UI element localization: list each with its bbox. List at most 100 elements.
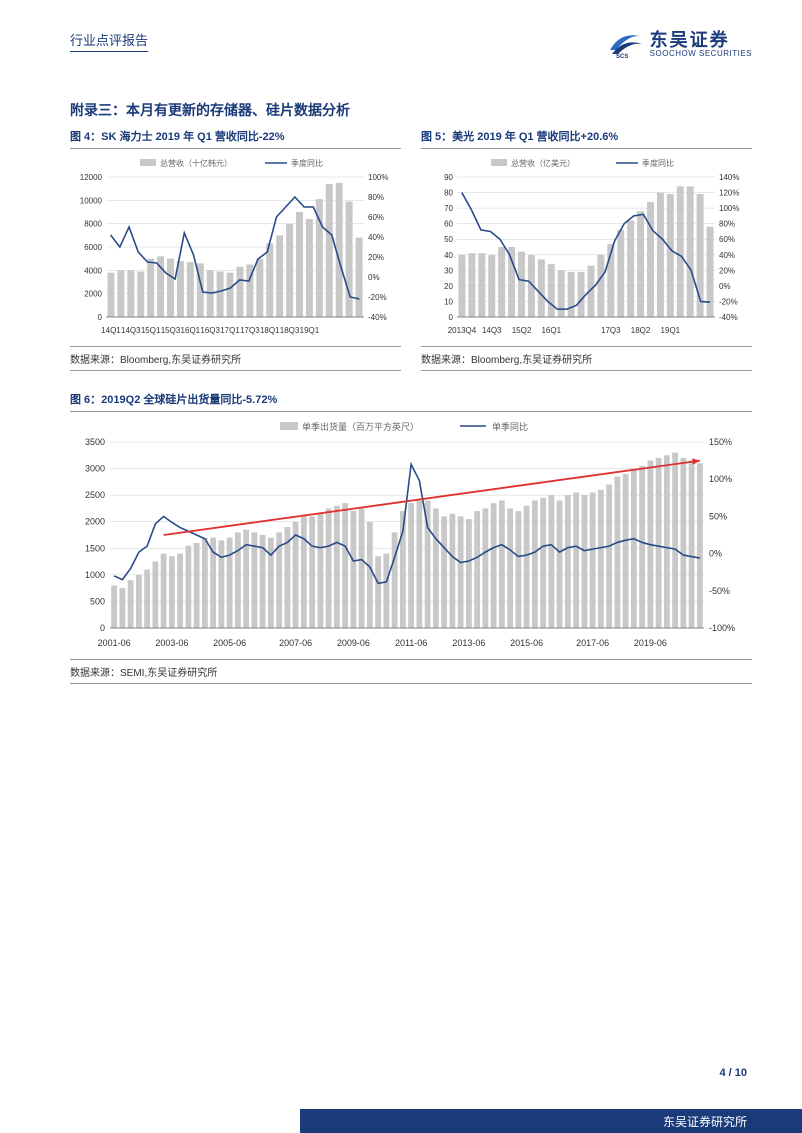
svg-text:4000: 4000 — [84, 266, 102, 275]
page-number: 4 / 10 — [0, 1067, 802, 1109]
svg-text:100%: 100% — [719, 204, 739, 213]
svg-text:18Q3: 18Q3 — [280, 326, 300, 335]
svg-text:10: 10 — [444, 297, 453, 306]
svg-text:60%: 60% — [368, 213, 384, 222]
svg-text:2005-06: 2005-06 — [213, 638, 246, 648]
svg-text:17Q3: 17Q3 — [601, 326, 621, 335]
chart-6-source: 数据来源：SEMI,东吴证券研究所 — [70, 660, 752, 684]
svg-text:19Q1: 19Q1 — [300, 326, 320, 335]
svg-text:2003-06: 2003-06 — [155, 638, 188, 648]
svg-text:17Q3: 17Q3 — [240, 326, 260, 335]
chart-4-svg: 总营收（十亿韩元）季度同比020004000600080001000012000… — [70, 151, 400, 341]
brand-logo: SCS 东吴证券 SOOCHOW SECURITIES — [606, 30, 752, 60]
svg-text:1000: 1000 — [85, 570, 105, 580]
chart-5-source: 数据来源：Bloomberg,东吴证券研究所 — [421, 347, 752, 371]
svg-text:10000: 10000 — [80, 196, 103, 205]
svg-text:3500: 3500 — [85, 437, 105, 447]
chart-5-block: 图 5：美光 2019 年 Q1 营收同比+20.6% 总营收（亿美元） 季度同比… — [421, 128, 752, 371]
chart-5-svg: 总营收（亿美元）季度同比0102030405060708090-40%-20%0… — [421, 151, 751, 341]
page-header: 行业点评报告 SCS 东吴证券 SOOCHOW SECURITIES — [70, 30, 752, 60]
svg-text:2000: 2000 — [84, 290, 102, 299]
svg-text:0: 0 — [100, 623, 105, 633]
svg-text:-40%: -40% — [368, 313, 387, 322]
svg-text:19Q1: 19Q1 — [661, 326, 681, 335]
svg-text:3000: 3000 — [85, 464, 105, 474]
logo-icon: SCS — [606, 30, 644, 60]
svg-text:1500: 1500 — [85, 543, 105, 553]
svg-text:20%: 20% — [719, 266, 735, 275]
svg-text:2007-06: 2007-06 — [279, 638, 312, 648]
footer-org: 东吴证券研究所 — [300, 1109, 802, 1133]
svg-text:40%: 40% — [368, 233, 384, 242]
chart-4-title: 图 4：SK 海力士 2019 年 Q1 营收同比-22% — [70, 128, 401, 149]
svg-text:2015-06: 2015-06 — [510, 638, 543, 648]
report-type: 行业点评报告 — [70, 30, 148, 52]
logo-cn: 东吴证券 — [650, 31, 752, 49]
chart-4-source: 数据来源：Bloomberg,东吴证券研究所 — [70, 347, 401, 371]
svg-text:季度同比: 季度同比 — [291, 158, 323, 168]
svg-text:-40%: -40% — [719, 313, 738, 322]
svg-text:60%: 60% — [719, 235, 735, 244]
svg-text:90: 90 — [444, 173, 453, 182]
svg-text:16Q3: 16Q3 — [200, 326, 220, 335]
chart-4-block: 图 4：SK 海力士 2019 年 Q1 营收同比-22% 总营收（十亿韩元）季… — [70, 128, 401, 371]
svg-text:60: 60 — [444, 220, 453, 229]
svg-text:2009-06: 2009-06 — [337, 638, 370, 648]
svg-text:120%: 120% — [719, 189, 739, 198]
svg-text:0%: 0% — [719, 282, 731, 291]
svg-text:15Q2: 15Q2 — [512, 326, 532, 335]
svg-text:2013Q4: 2013Q4 — [448, 326, 477, 335]
svg-text:2001-06: 2001-06 — [98, 638, 131, 648]
svg-text:16Q1: 16Q1 — [181, 326, 201, 335]
svg-text:季度同比: 季度同比 — [642, 158, 674, 168]
svg-text:40%: 40% — [719, 251, 735, 260]
svg-text:-50%: -50% — [709, 586, 730, 596]
svg-text:14Q3: 14Q3 — [121, 326, 141, 335]
svg-text:0: 0 — [449, 313, 454, 322]
svg-text:2019-06: 2019-06 — [634, 638, 667, 648]
svg-text:100%: 100% — [368, 173, 388, 182]
svg-text:0: 0 — [98, 313, 103, 322]
svg-text:80%: 80% — [368, 193, 384, 202]
svg-text:14Q3: 14Q3 — [482, 326, 502, 335]
chart-6-svg: 单季出货量（百万平方英尺） 单季同比 0 500 1000 1500 2000 2500 300… — [70, 414, 750, 654]
svg-text:17Q1: 17Q1 — [220, 326, 240, 335]
svg-text:2013-06: 2013-06 — [452, 638, 485, 648]
logo-tag-text: SCS — [616, 54, 628, 60]
page-total: 10 — [735, 1067, 747, 1079]
svg-text:80: 80 — [444, 189, 453, 198]
svg-text:12000: 12000 — [80, 173, 103, 182]
svg-text:-20%: -20% — [719, 297, 738, 306]
svg-text:18Q2: 18Q2 — [631, 326, 651, 335]
svg-text:100%: 100% — [709, 474, 732, 484]
svg-text:20%: 20% — [368, 253, 384, 262]
svg-text:16Q1: 16Q1 — [541, 326, 561, 335]
svg-text:单季出货量（百万平方英尺）: 单季出货量（百万平方英尺） — [302, 421, 419, 432]
svg-text:2000: 2000 — [85, 517, 105, 527]
svg-text:2011-06: 2011-06 — [395, 638, 427, 648]
svg-text:15Q3: 15Q3 — [161, 326, 181, 335]
svg-text:-20%: -20% — [368, 293, 387, 302]
svg-text:70: 70 — [444, 204, 453, 213]
section-title: 附录三：本月有更新的存储器、硅片数据分析 — [70, 100, 752, 120]
svg-text:50%: 50% — [709, 511, 727, 521]
page-current: 4 — [719, 1067, 725, 1079]
chart-6-block: 图 6：2019Q2 全球硅片出货量同比-5.72% 单季出货量（百万平方英尺）… — [70, 391, 752, 684]
chart-5-title: 图 5：美光 2019 年 Q1 营收同比+20.6% — [421, 128, 752, 149]
svg-text:6000: 6000 — [84, 243, 102, 252]
svg-text:18Q1: 18Q1 — [260, 326, 280, 335]
svg-text:40: 40 — [444, 251, 453, 260]
svg-text:2500: 2500 — [85, 490, 105, 500]
svg-text:80%: 80% — [719, 220, 735, 229]
svg-text:30: 30 — [444, 266, 453, 275]
svg-text:-100%: -100% — [709, 623, 735, 633]
svg-text:总营收（亿美元）: 总营收（亿美元） — [511, 158, 575, 168]
logo-en: SOOCHOW SECURITIES — [650, 49, 752, 59]
svg-text:0%: 0% — [368, 273, 380, 282]
chart-6-title: 图 6：2019Q2 全球硅片出货量同比-5.72% — [70, 391, 752, 412]
svg-text:500: 500 — [90, 596, 105, 606]
svg-text:150%: 150% — [709, 437, 732, 447]
svg-text:单季同比: 单季同比 — [492, 421, 528, 432]
page-footer: 4 / 10 东吴证券研究所 — [0, 1067, 802, 1133]
svg-text:14Q1: 14Q1 — [101, 326, 121, 335]
